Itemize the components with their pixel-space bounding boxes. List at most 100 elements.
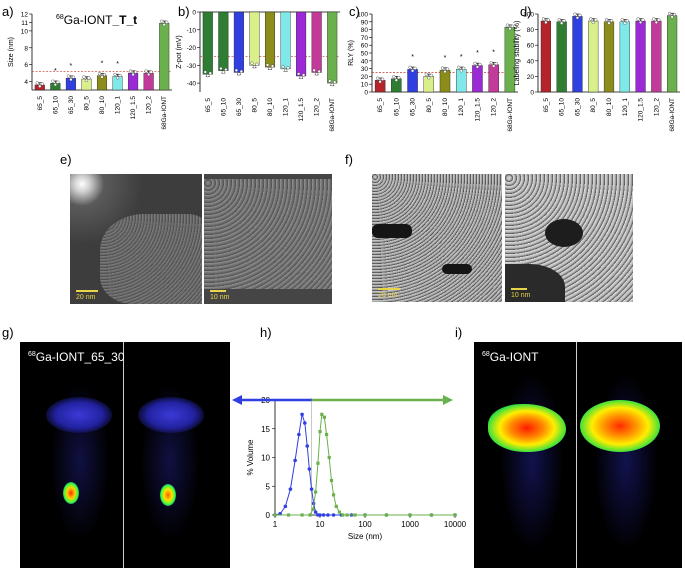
- data-point: [670, 15, 674, 19]
- size-distribution-chart: 05101520110100100010000Size (nm)% Volume: [232, 395, 467, 541]
- x-tick-label: 120_1: [283, 98, 290, 116]
- panel-label-d: d): [520, 4, 532, 19]
- data-point: [317, 69, 321, 73]
- y-tick-label: 60: [527, 43, 535, 50]
- panel-a-title-bold: _T_t: [112, 13, 138, 27]
- data-point: [462, 66, 466, 70]
- x-tick-label: 68Ga-IONT: [161, 96, 168, 130]
- green-arrow-head: [443, 395, 453, 405]
- x-tick-label: 65_10: [559, 98, 566, 116]
- x-tick-label: 80_10: [442, 98, 449, 116]
- y-tick-label: 4: [24, 79, 28, 86]
- pet-title-i: 68Ga-IONT: [482, 350, 538, 364]
- data-point: [573, 12, 577, 16]
- data-point: [578, 13, 582, 17]
- series-line-1: [275, 413, 455, 516]
- y-tick-label: 0: [364, 90, 368, 97]
- x-tick-label: 80_5: [590, 98, 597, 113]
- data-point: [252, 65, 257, 69]
- x-tick-label: 65_5: [37, 96, 44, 111]
- bar-120_2: [651, 20, 662, 93]
- bar-65_5: [540, 20, 551, 93]
- panel-label-g: g): [2, 325, 14, 340]
- series-point: [300, 412, 304, 417]
- x-tick-label: 80_10: [606, 98, 613, 116]
- y-tick-label: 12: [21, 12, 29, 19]
- series-point: [324, 432, 329, 437]
- x-tick-label: 100: [358, 520, 372, 529]
- scale-bar-f2: [511, 288, 527, 290]
- x-tick-label: 120_2: [146, 96, 153, 114]
- series-point: [318, 430, 322, 434]
- data-point: [328, 79, 332, 83]
- y-axis-label: Size (nm): [8, 37, 15, 67]
- data-point: [87, 76, 91, 80]
- data-point: [508, 27, 512, 31]
- y-tick-label: 50: [361, 51, 369, 58]
- data-point: [219, 66, 223, 71]
- blue-arrow-head: [232, 395, 242, 405]
- series-point: [286, 513, 291, 517]
- data-point: [330, 82, 334, 87]
- hotspot: [160, 484, 176, 506]
- data-point: [457, 65, 461, 69]
- x-tick-label: 120_1: [622, 98, 629, 116]
- data-point: [510, 24, 514, 28]
- significance-star: *: [101, 60, 104, 67]
- significance-star: *: [70, 63, 73, 70]
- y-tick-label: 11: [21, 20, 28, 27]
- data-point: [609, 19, 614, 23]
- data-point: [206, 74, 210, 78]
- x-tick-label: 68Ga-IONT: [329, 98, 336, 132]
- y-tick-label: 8: [24, 45, 28, 52]
- y-axis-label: Labeling stability (%): [514, 21, 521, 86]
- data-point: [473, 61, 477, 65]
- y-tick-label: 80: [361, 27, 369, 34]
- data-point: [397, 76, 401, 80]
- bar-68Ga-IONT: [159, 23, 170, 91]
- scale-bar-e2: [210, 290, 226, 292]
- panel-a-title: 68Ga-IONT_T_t: [56, 13, 137, 27]
- scale-bar-f1: [378, 288, 400, 290]
- series-point: [273, 513, 277, 517]
- data-point: [221, 70, 225, 74]
- significance-star: *: [54, 68, 57, 75]
- data-point: [69, 77, 73, 82]
- data-point: [589, 17, 593, 21]
- liver-signal: [46, 397, 112, 433]
- x-tick-label: 65_5: [205, 98, 212, 113]
- data-point: [625, 19, 629, 23]
- data-point: [268, 66, 272, 71]
- void-region: [442, 264, 472, 274]
- y-tick-label: 0: [530, 90, 534, 97]
- pet-title-g: 68Ga-IONT_65_30: [28, 350, 125, 364]
- data-point: [265, 63, 270, 67]
- significance-star: *: [411, 54, 414, 61]
- panel-label-b: b): [178, 4, 190, 19]
- liver-hotspot: [580, 400, 660, 452]
- x-tick-label: 65_10: [393, 98, 400, 116]
- data-point: [489, 60, 493, 65]
- data-point: [131, 72, 135, 77]
- series-point: [429, 513, 434, 517]
- y-tick-label: 20: [527, 74, 535, 81]
- y-tick-label: 80: [527, 27, 535, 34]
- bar-120_1: [619, 21, 630, 93]
- tem-image-f-right: 10 nm: [505, 174, 633, 302]
- series-point: [329, 478, 334, 483]
- data-point: [66, 74, 70, 78]
- bar-120_1.5: [472, 65, 483, 93]
- x-tick-label: 1000: [401, 520, 419, 529]
- data-point: [302, 73, 306, 77]
- significance-star: *: [460, 54, 463, 61]
- y-tick-label: 5: [266, 482, 271, 491]
- series-point: [326, 513, 330, 517]
- data-point: [149, 70, 153, 74]
- data-point: [560, 21, 564, 25]
- data-point: [638, 20, 643, 25]
- x-tick-label: 120_1: [458, 98, 465, 116]
- x-tick-label: 65_10: [220, 98, 227, 116]
- y-tick-label: 100: [523, 12, 534, 19]
